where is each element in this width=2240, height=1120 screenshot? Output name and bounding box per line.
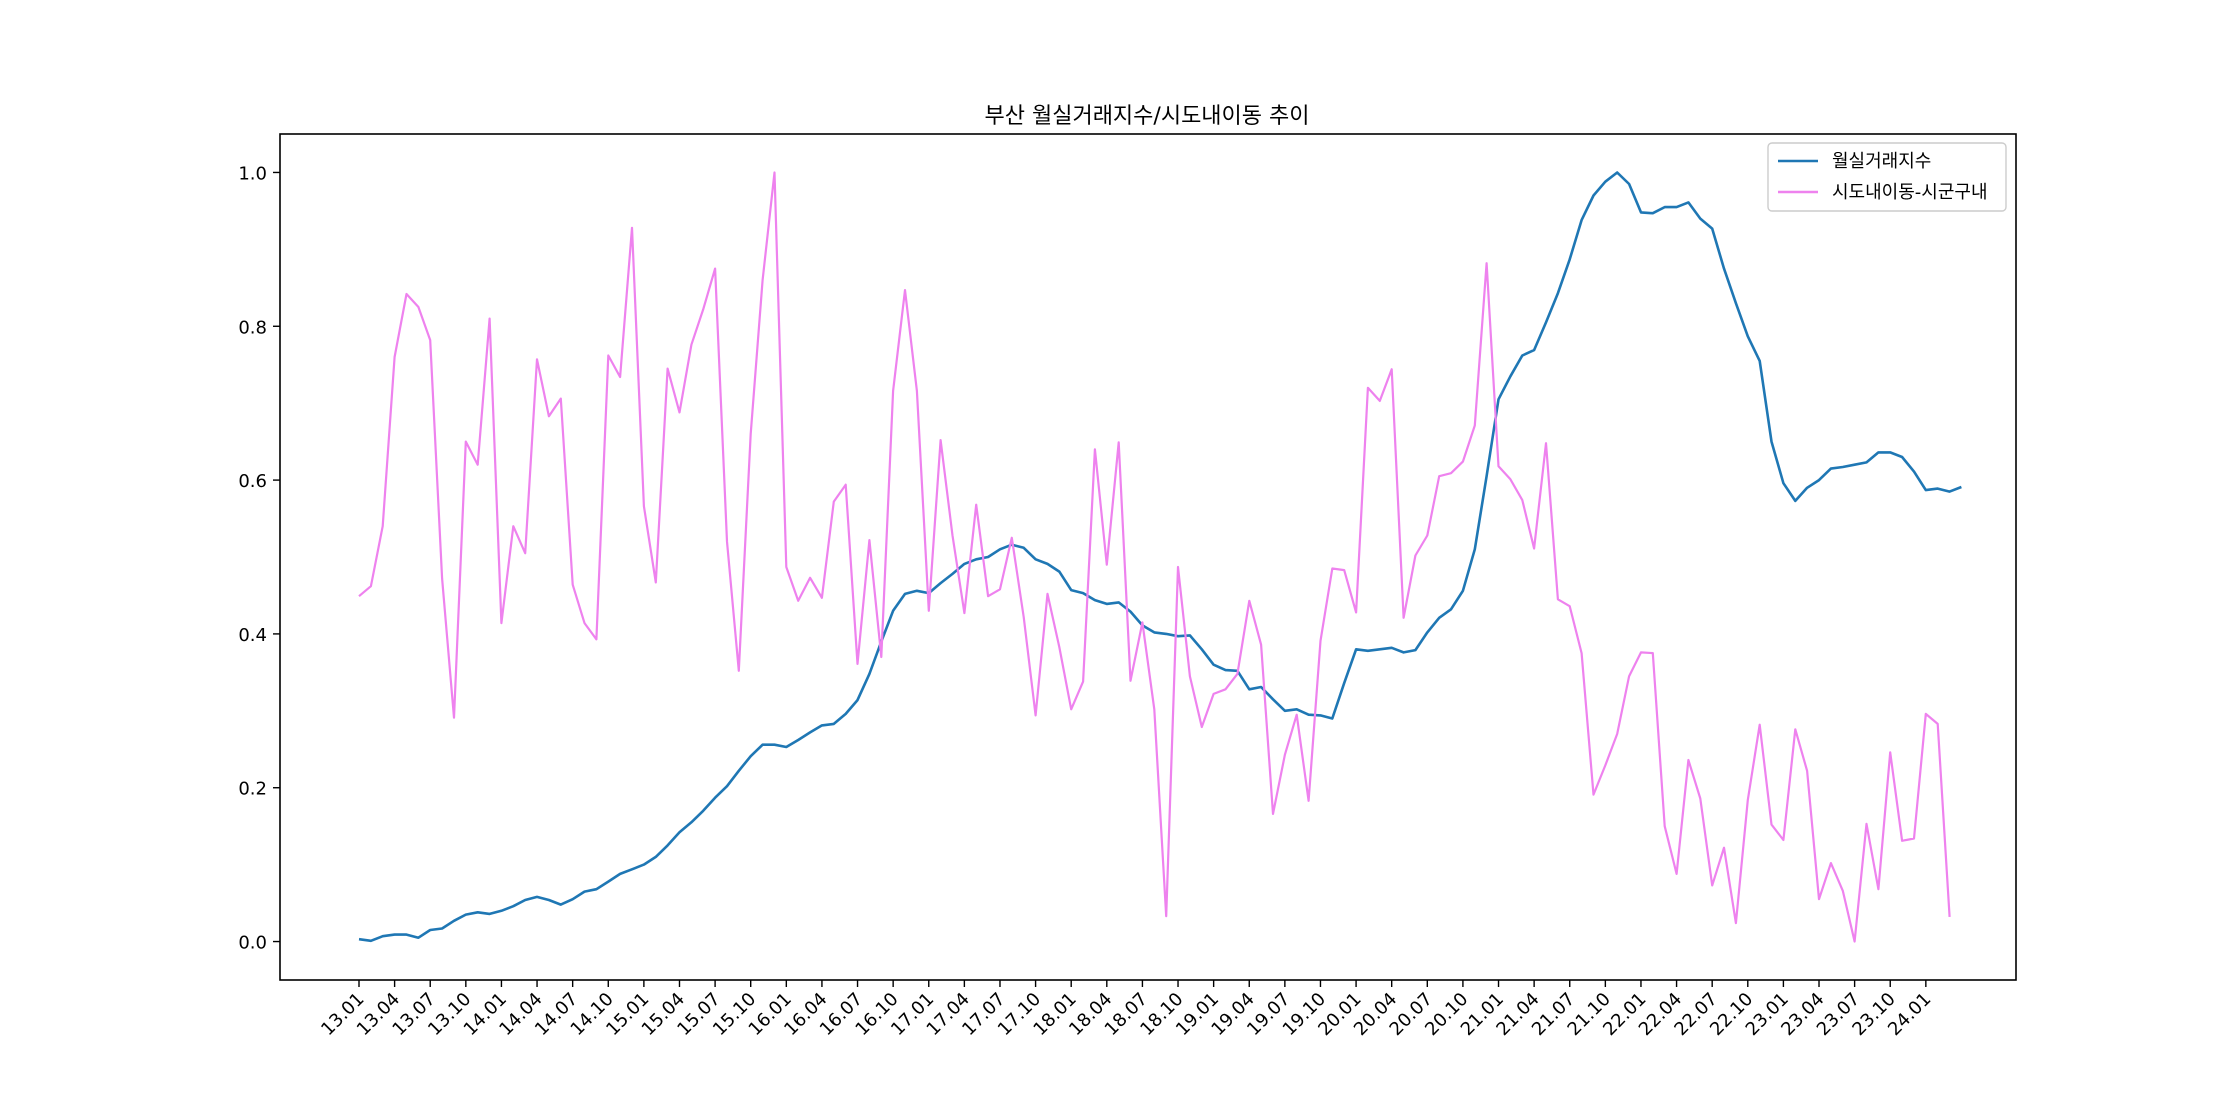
- y-tick-label: 0.4: [238, 625, 267, 646]
- y-tick-label: 0.6: [238, 471, 267, 492]
- series-lines: [358, 171, 1962, 943]
- series-line-2: [358, 171, 1951, 943]
- y-axis: 0.0 0.2 0.4 0.6 0.8 1.0: [238, 163, 280, 954]
- chart-title: 부산 월실거래지수/시도내이동 추이: [985, 104, 1310, 129]
- y-tick-label: 0.0: [238, 933, 267, 954]
- y-tick-label: 0.2: [238, 779, 267, 800]
- y-tick-label: 0.8: [238, 317, 267, 338]
- legend-box: [1767, 142, 2007, 212]
- y-tick-label: 1.0: [238, 163, 267, 184]
- series-line-1: [358, 171, 1962, 943]
- legend-label: 시도내이동-시군구내: [1832, 182, 1988, 203]
- legend-label: 월실거래지수: [1832, 151, 1931, 172]
- axes-frame: [279, 133, 2017, 981]
